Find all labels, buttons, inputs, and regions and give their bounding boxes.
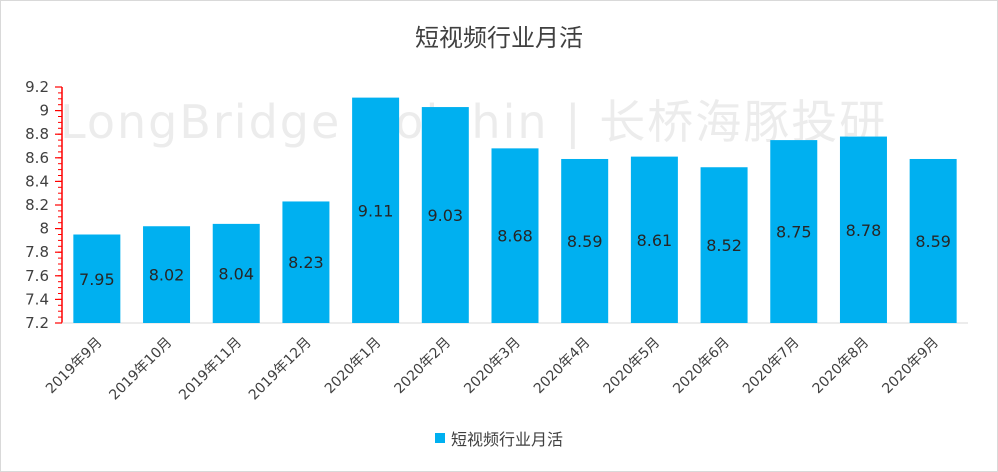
x-tick-label: 2019年10月	[106, 335, 175, 404]
x-tick-label: 2020年5月	[601, 335, 664, 398]
bar	[282, 201, 330, 323]
bar	[212, 223, 260, 323]
y-tick-label: 8.6	[25, 149, 49, 167]
data-label: 8.52	[706, 236, 742, 255]
data-label: 8.75	[776, 223, 812, 242]
bar	[561, 158, 609, 323]
x-tick-label: 2019年9月	[43, 335, 106, 398]
data-label: 8.23	[288, 253, 324, 272]
y-tick-label: 9.2	[25, 78, 49, 96]
bar	[700, 167, 748, 323]
x-tick-label: 2020年9月	[879, 335, 942, 398]
x-tick-label: 2019年12月	[246, 335, 315, 404]
y-tick-label: 8.8	[25, 125, 49, 143]
bar	[421, 107, 469, 323]
bar	[73, 234, 121, 323]
bar	[839, 136, 887, 323]
data-label: 8.59	[567, 232, 603, 251]
bar	[352, 97, 400, 324]
data-label: 9.11	[358, 201, 394, 220]
y-tick-label: 7.8	[25, 243, 49, 261]
data-label: 8.61	[637, 231, 673, 250]
x-tick-label: 2020年6月	[670, 335, 733, 398]
data-label: 8.68	[497, 227, 533, 246]
y-tick-label: 9	[39, 102, 49, 120]
watermark: LongBridge Dolphin | 长桥海豚投研	[60, 95, 888, 149]
y-tick-label: 7.4	[25, 290, 49, 308]
chart-title: 短视频行业月活	[415, 24, 583, 52]
x-tick-label: 2020年2月	[392, 335, 455, 398]
y-tick-label: 7.2	[25, 314, 49, 332]
y-tick-label: 8.2	[25, 196, 49, 214]
x-tick-label: 2020年3月	[461, 335, 524, 398]
bar	[770, 140, 818, 323]
bar	[630, 156, 678, 323]
bar	[143, 226, 191, 323]
x-tick-label: 2019年11月	[176, 335, 245, 404]
y-tick-label: 8.4	[25, 172, 49, 190]
data-label: 7.95	[79, 270, 115, 289]
y-tick-label: 7.6	[25, 267, 49, 285]
legend-label: 短视频行业月活	[450, 430, 563, 449]
data-label: 8.02	[149, 266, 185, 285]
x-tick-label: 2020年1月	[322, 335, 385, 398]
x-tick-label: 2020年8月	[810, 335, 873, 398]
x-tick-label: 2020年4月	[531, 335, 594, 398]
y-tick-label: 8	[39, 220, 49, 238]
data-label: 9.03	[427, 206, 463, 225]
bar	[491, 148, 539, 323]
data-label: 8.04	[218, 264, 254, 283]
data-label: 8.78	[846, 221, 882, 240]
legend-swatch	[434, 433, 445, 443]
legend: 短视频行业月活	[0, 426, 998, 450]
data-label: 8.59	[915, 232, 951, 251]
x-tick-label: 2020年7月	[740, 335, 803, 398]
bar	[909, 158, 957, 323]
